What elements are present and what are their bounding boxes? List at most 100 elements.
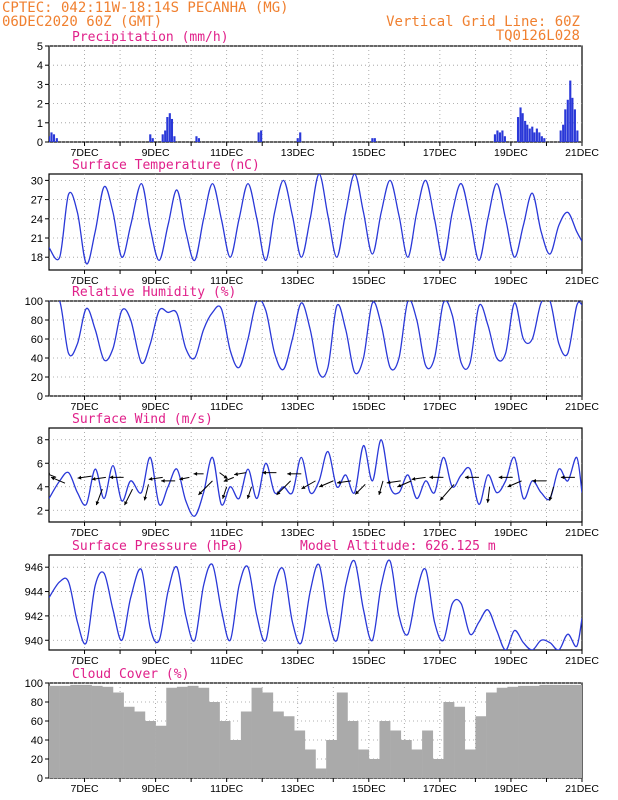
cloud-bar [315, 768, 327, 778]
precip-bar [543, 138, 546, 142]
plot-area-wind [49, 439, 582, 517]
precip-bar [168, 113, 171, 142]
wind-vector-head [429, 475, 433, 480]
precip-bar [521, 113, 524, 142]
panel-wind: Surface Wind (m/s) 2 4 6 8 7DEC 9DEC 11DEC 13DEC… [37, 412, 599, 539]
cloud-bar [70, 684, 82, 778]
precip-bar [566, 99, 569, 142]
precip-bar [524, 120, 527, 142]
header-run-time: 06DEC2020 60Z (GMT) [2, 14, 162, 30]
precip-bar [299, 132, 302, 142]
panel-frame-temp [48, 173, 583, 271]
precip-bar [149, 134, 152, 142]
wind-vector-head [148, 476, 153, 481]
cloud-bar [518, 685, 529, 778]
cloud-bar [400, 740, 412, 778]
precip-bar [571, 97, 574, 142]
x-tick-label-wind: 13DEC [281, 527, 315, 539]
y-tick-label-cloud: 20 [31, 754, 43, 766]
cloud-bar [272, 711, 284, 778]
cloud-bar [230, 740, 242, 778]
y-tick-label-rh: 20 [31, 372, 43, 384]
wind-vector-head [560, 475, 565, 480]
panel-title-temp: Surface Temperature (nC) [72, 158, 260, 173]
wind-vector-head [319, 483, 324, 488]
y-tick-label-wind: 4 [37, 482, 43, 494]
panel-annotation-pres: Model Altitude: 626.125 m [300, 539, 496, 554]
precip-bar [170, 118, 174, 142]
wind-vector-head [161, 478, 165, 483]
precip-bar [559, 130, 562, 142]
precip-bar [533, 132, 536, 142]
precip-bar [260, 130, 263, 142]
x-tick-label-pres: 11DEC [210, 655, 243, 667]
wind-vector-head [507, 483, 512, 488]
wind-vector-head [287, 471, 291, 476]
wind-vector-head [198, 491, 203, 495]
y-tick-label-pres: 942 [25, 611, 43, 623]
cloud-bar [443, 702, 455, 778]
x-tick-label-cloud: 7DEC [71, 783, 99, 795]
panel-rh: Relative Humidity (%) 0 20 40 60 80 100 7DEC 9DE… [25, 285, 600, 413]
x-tick-label-rh: 13DEC [281, 401, 315, 413]
precip-bar [516, 117, 520, 142]
panel-frame-pres [48, 554, 583, 651]
wind-vector-head [234, 472, 238, 476]
precip-bar [195, 136, 198, 142]
y-tick-label-temp: 27 [31, 195, 43, 207]
x-tick-label-rh: 7DEC [71, 401, 99, 413]
wind-vector-head [486, 499, 490, 503]
x-tick-label-pres: 13DEC [281, 655, 315, 667]
wind-vector-head [179, 476, 184, 481]
y-tick-label-cloud: 60 [31, 716, 43, 728]
x-tick-label-precip: 13DEC [281, 147, 315, 159]
precip-bar [503, 136, 506, 142]
y-tick-label-precip: 3 [37, 79, 43, 91]
panels: Precipitation (mm/h) 0 1 2 3 4 5 7DEC 9DEC 11DEC 1… [25, 30, 600, 795]
x-tick-label-cloud: 19DEC [494, 783, 528, 795]
cloud-bar [144, 721, 156, 778]
cloud-bar [379, 721, 391, 778]
y-tick-label-rh: 40 [31, 353, 43, 365]
plot-area-temp [49, 174, 582, 265]
wind-vector-head [95, 501, 100, 506]
y-tick-label-wind: 6 [37, 458, 43, 470]
precip-bar [573, 109, 576, 142]
cloud-bar [134, 711, 146, 778]
precip-bar [564, 109, 567, 142]
x-tick-label-precip: 7DEC [71, 147, 99, 159]
precip-bar [576, 130, 579, 142]
wind-vector-head [50, 476, 55, 481]
precip-bar [50, 132, 53, 142]
cloud-bar [358, 749, 370, 778]
y-tick-label-cloud: 80 [31, 697, 43, 709]
cloud-bar [411, 749, 423, 778]
x-tick-label-wind: 21DEC [565, 527, 599, 539]
x-tick-label-rh: 15DEC [352, 401, 386, 413]
panel-title-wind: Surface Wind (m/s) [72, 412, 213, 427]
cloud-bar [155, 725, 167, 778]
x-tick-label-pres: 21DEC [565, 655, 599, 667]
cloud-bar [454, 706, 466, 778]
cloud-bar [91, 685, 103, 778]
x-tick-label-rh: 19DEC [494, 401, 528, 413]
y-tick-label-precip: 0 [37, 137, 43, 149]
precip-bar [161, 134, 164, 142]
wind-vector-head [498, 475, 503, 480]
panel-frame-wind [48, 427, 583, 523]
panel-title-pres: Surface Pressure (hPa) [72, 539, 244, 554]
y-tick-label-precip: 1 [37, 118, 43, 130]
series-line-temp [49, 174, 582, 265]
y-tick-label-pres: 944 [25, 587, 43, 599]
cloud-bar [464, 749, 476, 778]
cloud-bar [219, 721, 231, 778]
x-tick-label-precip: 17DEC [423, 147, 457, 159]
cloud-bar [176, 686, 188, 778]
precip-bar [173, 136, 176, 142]
x-tick-label-cloud: 15DEC [352, 783, 386, 795]
x-tick-label-wind: 17DEC [423, 527, 457, 539]
wind-vector-head [532, 478, 536, 483]
cloud-bar [294, 730, 306, 778]
precip-bar [528, 128, 531, 142]
